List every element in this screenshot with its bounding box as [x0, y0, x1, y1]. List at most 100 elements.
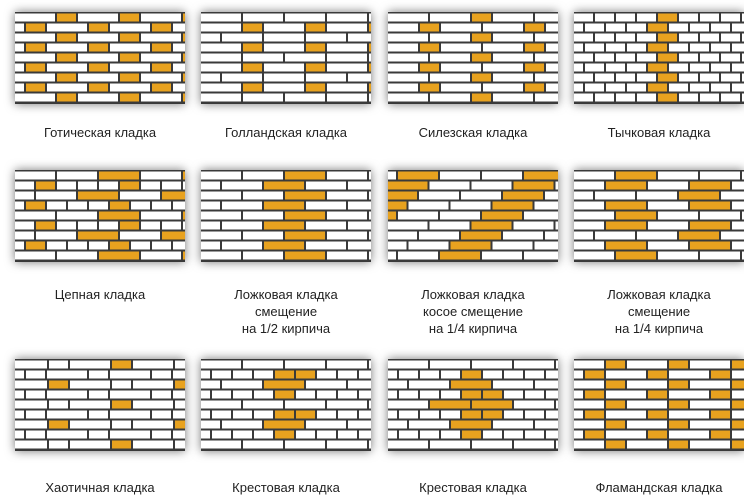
brick: [152, 390, 171, 399]
highlighted-brick: [451, 420, 491, 429]
highlighted-brick: [57, 13, 76, 22]
brick: [70, 440, 110, 449]
brick: [201, 93, 241, 102]
highlighted-brick: [732, 380, 744, 389]
brick: [711, 83, 730, 92]
brick: [627, 83, 646, 92]
brick: [627, 43, 646, 52]
brick: [152, 430, 171, 439]
highlighted-brick: [183, 33, 185, 42]
highlighted-brick: [57, 73, 76, 82]
brick: [15, 390, 24, 399]
highlighted-brick: [711, 410, 730, 419]
brick: [327, 171, 367, 180]
brick: [112, 380, 131, 389]
brick: [616, 33, 635, 42]
brick: [700, 53, 719, 62]
brick: [574, 231, 593, 240]
brick: [419, 191, 459, 200]
brick: [742, 211, 744, 220]
brick: [711, 23, 730, 32]
highlighted-brick: [152, 23, 171, 32]
brick: [264, 83, 304, 92]
highlighted-brick: [78, 191, 118, 200]
brick-pattern-dutch: [201, 12, 371, 104]
brick: [409, 420, 449, 429]
brick: [306, 201, 346, 210]
highlighted-brick: [243, 23, 262, 32]
highlighted-brick: [369, 83, 371, 92]
brick: [359, 430, 371, 439]
brick: [78, 93, 118, 102]
highlighted-brick: [285, 191, 325, 200]
highlighted-brick: [606, 181, 646, 190]
brick: [173, 43, 185, 52]
brick: [388, 93, 428, 102]
brick: [243, 53, 283, 62]
brick: [15, 201, 24, 210]
brick: [327, 63, 367, 72]
brick: [690, 83, 709, 92]
brick: [658, 251, 698, 260]
brick: [369, 231, 371, 240]
highlighted-brick: [462, 390, 481, 399]
highlighted-brick: [732, 400, 744, 409]
brick: [141, 33, 181, 42]
highlighted-brick: [732, 440, 744, 449]
highlighted-brick: [264, 201, 304, 210]
brick: [369, 440, 371, 449]
brick: [430, 360, 470, 369]
highlighted-brick: [264, 420, 304, 429]
brick: [504, 430, 523, 439]
brick: [47, 241, 66, 250]
highlighted-brick: [388, 211, 396, 220]
highlighted-brick: [243, 63, 262, 72]
brick: [317, 370, 336, 379]
brick-pattern-header: [574, 12, 744, 104]
brick: [15, 63, 24, 72]
brick-pattern-stretcher-quarter-diagonal: [388, 170, 558, 262]
bond-label-line: на 1/4 кирпича: [428, 321, 518, 336]
brick: [222, 380, 262, 389]
brick: [679, 13, 698, 22]
bond-label-line: Ложковая кладка: [421, 287, 525, 302]
brick: [441, 410, 460, 419]
brick: [131, 241, 150, 250]
bond-label: Цепная кладка: [7, 286, 193, 303]
highlighted-brick: [472, 33, 491, 42]
brick: [327, 400, 367, 409]
highlighted-brick: [471, 221, 512, 230]
brick: [690, 440, 730, 449]
brick: [648, 221, 688, 230]
highlighted-brick: [658, 33, 677, 42]
brick: [173, 83, 185, 92]
brick: [133, 360, 173, 369]
brick: [15, 251, 55, 260]
brick: [627, 440, 667, 449]
brick: [574, 241, 604, 250]
brick: [690, 63, 709, 72]
brick: [348, 33, 371, 42]
brick: [492, 241, 533, 250]
brick: [732, 370, 744, 379]
highlighted-brick: [57, 33, 76, 42]
highlighted-brick: [420, 83, 439, 92]
brick: [201, 440, 241, 449]
brick: [472, 440, 512, 449]
brick: [669, 390, 709, 399]
brick: [285, 400, 325, 409]
brick: [264, 73, 304, 82]
brick: [574, 221, 604, 230]
brick: [306, 181, 346, 190]
brick: [732, 410, 744, 419]
brick: [616, 53, 635, 62]
highlighted-brick: [585, 370, 604, 379]
brick: [201, 390, 210, 399]
highlighted-brick: [369, 63, 371, 72]
brick: [78, 181, 97, 190]
highlighted-brick: [120, 93, 139, 102]
brick: [306, 420, 346, 429]
brick: [141, 93, 181, 102]
highlighted-brick: [658, 93, 677, 102]
highlighted-brick: [296, 410, 315, 419]
